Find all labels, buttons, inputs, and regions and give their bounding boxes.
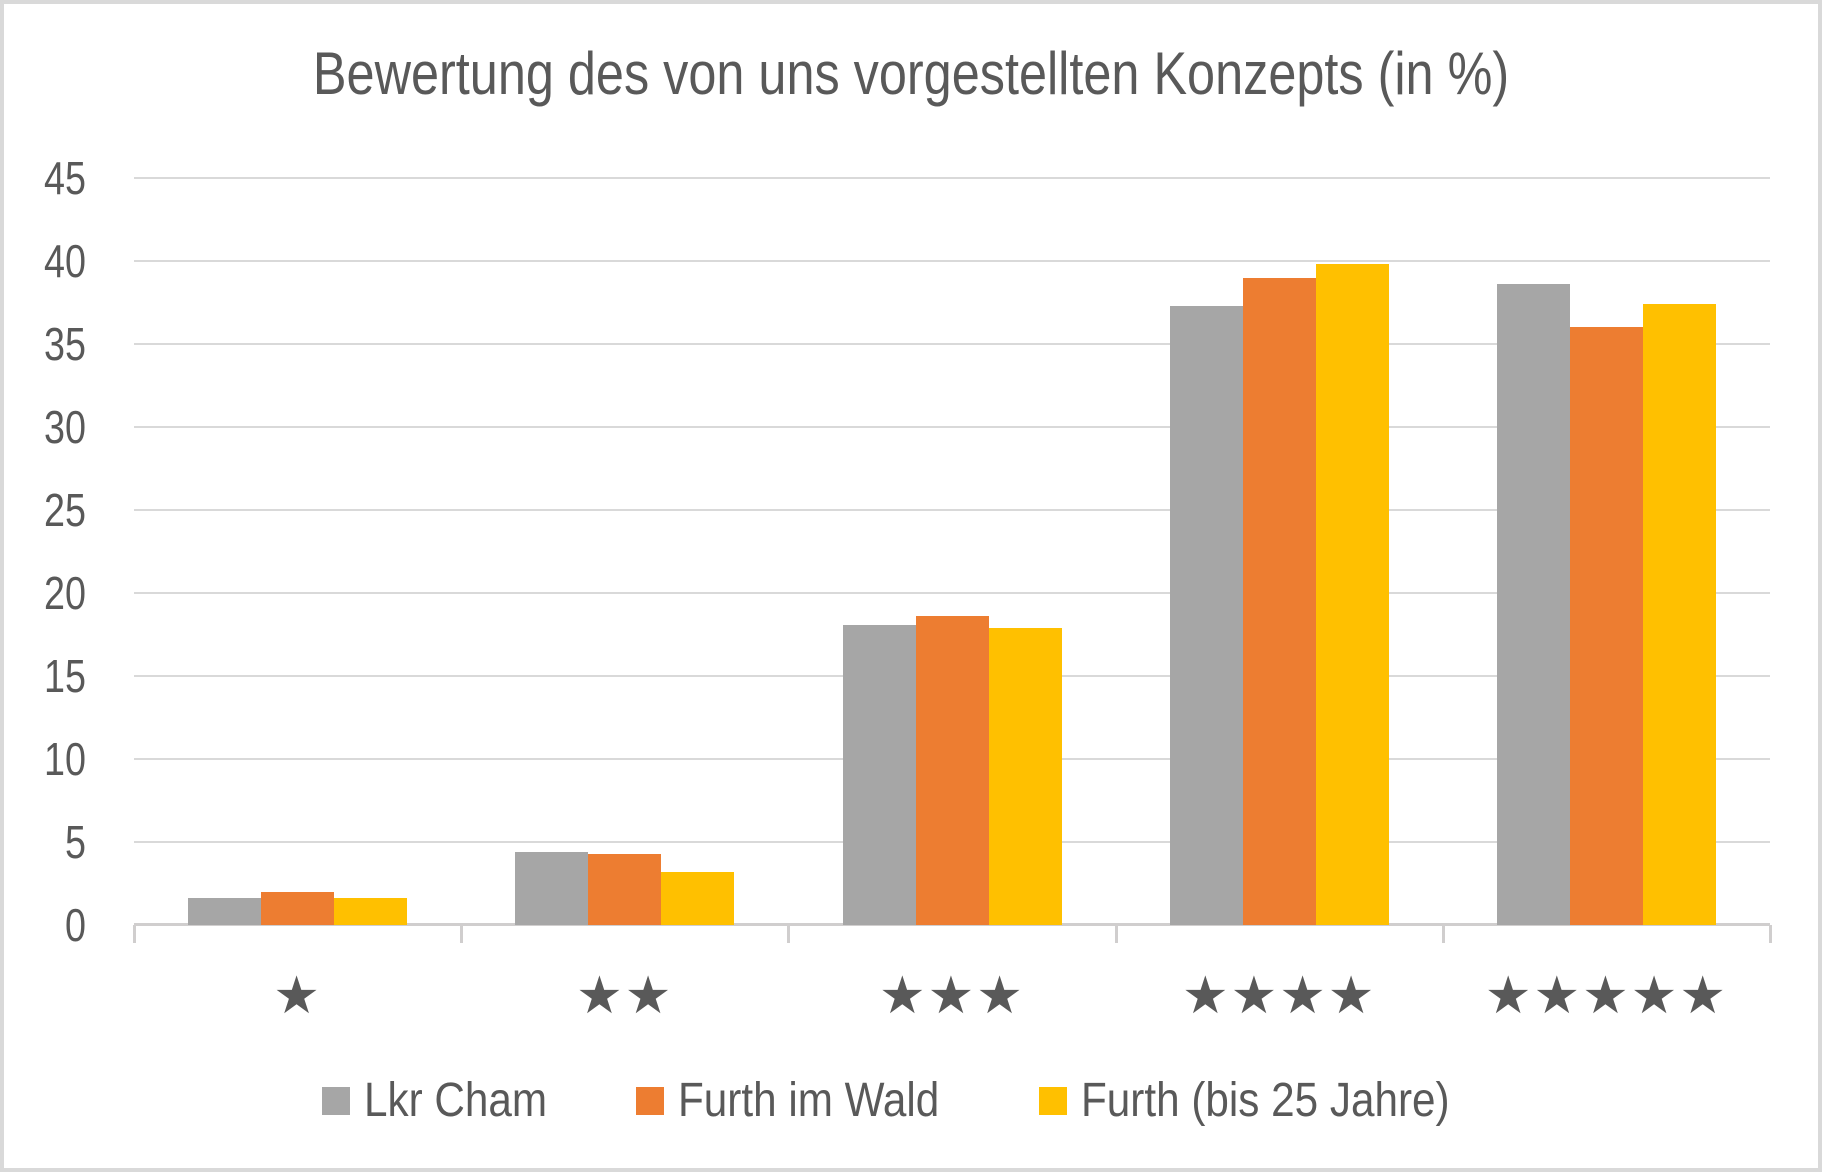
bar-lkr-cham-3-star: [843, 625, 916, 925]
x-axis-tick-4: [1441, 925, 1445, 943]
y-axis-label-45: 45: [44, 152, 86, 204]
bar-furth-bis-25-jahre-2-star: [661, 872, 734, 925]
legend-marker-furth-bis-25-jahre: [1039, 1087, 1068, 1115]
x-axis-tick-3: [1114, 925, 1118, 943]
bar-furth-bis-25-jahre-3-star: [989, 628, 1062, 925]
bar-furth-im-wald-1-star: [261, 892, 334, 925]
y-axis-label-40: 40: [44, 235, 86, 287]
x-axis-category-4-star: ★★★★: [1181, 967, 1377, 1025]
chart-title-text: Bewertung des von uns vorgestellten Konz…: [312, 40, 1510, 107]
bar-furth-bis-25-jahre-5-star: [1643, 304, 1716, 925]
gridline-25: [134, 509, 1770, 511]
y-axis-label-15: 15: [44, 650, 86, 702]
bar-furth-im-wald-5-star: [1570, 327, 1643, 925]
legend-item-furth-bis-25-jahre: Furth (bis 25 Jahre): [1039, 1072, 1500, 1130]
gridline-30: [134, 426, 1770, 428]
gridline-40: [134, 260, 1770, 262]
x-axis-tick-1: [460, 925, 464, 943]
legend-item-lkr-cham: Lkr Cham: [322, 1072, 572, 1130]
x-axis-tick-0: [133, 925, 136, 943]
x-axis-tick-2: [787, 925, 791, 943]
x-axis-category-1-star: ★: [273, 967, 322, 1025]
bar-furth-im-wald-4-star: [1243, 278, 1316, 925]
bar-furth-im-wald-3-star: [916, 616, 989, 925]
bar-lkr-cham-5-star: [1497, 284, 1570, 925]
gridline-35: [134, 343, 1770, 345]
bar-furth-bis-25-jahre-4-star: [1316, 264, 1389, 925]
y-axis-label-10: 10: [44, 733, 86, 785]
y-axis-label-0: 0: [65, 899, 86, 951]
y-axis-label-25: 25: [44, 484, 86, 536]
y-axis-label-35: 35: [44, 318, 86, 370]
y-axis-label-20: 20: [44, 567, 86, 619]
x-axis-category-3-star: ★★★: [879, 967, 1025, 1025]
legend-label-furth-im-wald: Furth im Wald: [678, 1074, 940, 1127]
x-axis-category-5-star: ★★★★★: [1484, 967, 1728, 1025]
bar-furth-im-wald-2-star: [588, 854, 661, 925]
legend-label-furth-bis-25-jahre: Furth (bis 25 Jahre): [1081, 1074, 1450, 1127]
legend-marker-lkr-cham: [322, 1087, 351, 1115]
chart-title: Bewertung des von uns vorgestellten Konz…: [4, 38, 1818, 110]
bar-furth-bis-25-jahre-1-star: [334, 898, 407, 925]
legend-marker-furth-im-wald: [636, 1087, 665, 1115]
bar-lkr-cham-2-star: [515, 852, 588, 925]
y-axis-label-30: 30: [44, 401, 86, 453]
legend-item-furth-im-wald: Furth im Wald: [636, 1072, 975, 1130]
x-axis-category-2-star: ★★: [576, 967, 674, 1025]
bar-lkr-cham-1-star: [188, 898, 261, 925]
x-axis-tick-5: [1769, 925, 1772, 943]
bar-lkr-cham-4-star: [1170, 306, 1243, 925]
gridline-20: [134, 592, 1770, 594]
y-axis-label-5: 5: [65, 816, 86, 868]
legend: Lkr Cham Furth im Wald Furth (bis 25 Jahre…: [4, 1072, 1818, 1130]
legend-label-lkr-cham: Lkr Cham: [364, 1074, 548, 1127]
gridline-45: [134, 177, 1770, 179]
